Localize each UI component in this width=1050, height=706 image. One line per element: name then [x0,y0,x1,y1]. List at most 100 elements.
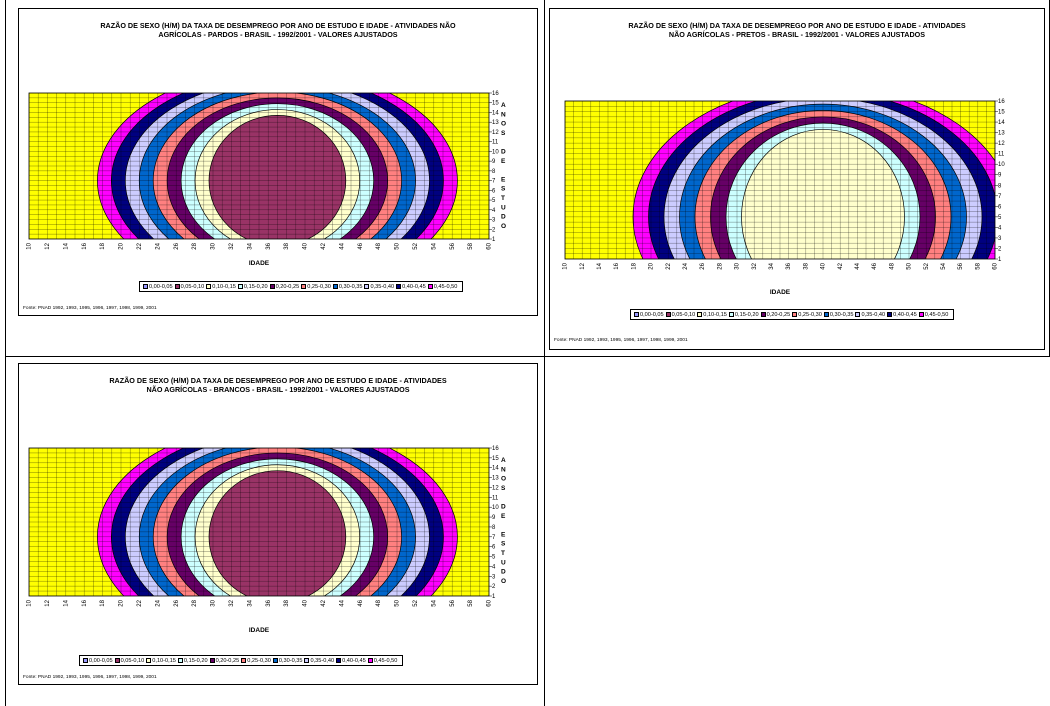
legend-swatch [665,312,671,317]
legend-label: 0,40-0,45 [402,283,426,290]
legend-item: 0,40-0,45 [887,312,917,318]
y-tick-label: 9 [998,173,1002,179]
legend-swatch [146,658,152,663]
legend-label: 0,40-0,45 [893,311,917,318]
x-tick-label: 46 [872,262,878,269]
x-tick-label: 48 [376,599,382,606]
legend-label: 0,15-0,20 [243,283,268,290]
y-tick-label: 1 [492,237,496,243]
x-tick-label: 56 [450,242,456,249]
x-tick-label: 20 [119,242,125,249]
legend-item: 0,30-0,35 [823,312,853,318]
legend-swatch [364,284,370,289]
y-tick-label: 12 [492,130,499,136]
x-tick-label: 46 [358,599,364,606]
x-tick-label: 24 [155,599,161,606]
y-tick-label: 4 [998,225,1002,231]
y-axis-label-letter: S [501,130,506,137]
x-tick-label: 36 [266,242,272,249]
legend-label: 0,05-0,10 [120,657,145,664]
x-tick-label: 24 [155,242,161,249]
y-tick-label: 3 [492,218,496,224]
y-tick-label: 6 [492,545,496,551]
x-tick-label: 58 [468,242,474,249]
y-tick-label: 13 [998,131,1005,137]
x-tick-label: 22 [137,599,143,606]
legend-label: 0,05-0,10 [180,283,205,290]
x-tick-label: 14 [63,242,69,249]
y-tick-label: 10 [492,505,499,511]
legend-label: 0,35-0,40 [861,311,886,318]
y-tick-label: 5 [998,215,1002,221]
y-tick-label: 16 [492,91,499,97]
y-tick-label: 7 [492,179,496,185]
y-axis-label-letter: S [501,485,506,492]
chart-legend: 0,00-0,05 0,05-0,10 0,10-0,15 0,15-0,20 0,20… [79,655,404,666]
legend-swatch [823,312,829,317]
legend-item: 0,10-0,15 [697,312,727,318]
x-tick-label: 32 [752,262,758,269]
legend-swatch [728,312,734,317]
source-note: Fonte: PNAD 1992, 1993, 1995, 1996, 1997… [23,675,157,680]
legend-item: 0,25-0,30 [241,658,271,664]
x-tick-label: 22 [666,262,672,269]
x-tick-label: 58 [468,599,474,606]
x-tick-label: 46 [358,242,364,249]
legend-swatch [177,658,183,663]
x-tick-label: 18 [631,262,637,269]
y-axis-label-letter: O [501,476,506,483]
legend-label: 0,30-0,35 [338,283,363,290]
x-tick-label: 16 [614,262,620,269]
chart-title: RAZÃO DE SEXO (H/M) DA TAXA DE DESEMPREG… [109,376,447,394]
legend-item: 0,10-0,15 [206,284,236,290]
x-tick-label: 56 [958,262,964,269]
legend-swatch [114,658,120,663]
y-tick-label: 5 [492,198,496,204]
y-tick-label: 1 [998,257,1002,263]
y-axis-label-letter: D [501,569,506,576]
x-tick-label: 10 [27,242,33,249]
legend-label: 0,25-0,30 [798,311,822,318]
legend-label: 0,45-0,50 [433,283,458,290]
x-tick-label: 30 [735,262,741,269]
x-tick-label: 44 [339,242,345,249]
y-tick-label: 2 [492,584,496,590]
legend-swatch [237,284,243,289]
legend-swatch [634,312,639,317]
y-tick-label: 16 [998,99,1005,105]
x-tick-label: 26 [174,599,180,606]
y-axis-label-letter: A [501,102,506,109]
legend-item: 0,05-0,10 [174,283,205,290]
legend-label: 0,35-0,40 [370,283,395,290]
y-axis-label-letter: E [501,531,506,538]
legend-label: 0,20-0,25 [766,311,791,318]
x-tick-label: 26 [174,242,180,249]
x-tick-label: 40 [303,599,309,606]
x-tick-label: 24 [683,262,689,269]
x-tick-label: 32 [229,599,235,606]
legend-item: 0,00-0,05 [634,312,664,318]
x-tick-label: 14 [597,262,603,269]
y-tick-label: 6 [998,204,1002,210]
y-axis-label-letter: N [501,111,506,118]
y-axis-label-letter: D [501,149,506,156]
legend-swatch [792,312,798,317]
heatmap-chart: 10 12 14 16 18 20 22 24 26 28 30 32 34 36 38 40 42 44 46 48… [27,91,506,267]
y-tick-label: 3 [492,574,496,580]
y-tick-label: 8 [998,183,1002,189]
x-tick-label: 10 [563,262,569,269]
x-tick-label: 44 [339,599,345,606]
plot-frame [28,447,490,597]
y-axis-label-letter: E [501,176,506,183]
x-tick-label: 22 [137,242,143,249]
legend-label: 0,15-0,20 [734,311,759,318]
y-axis-label-letter: D [501,214,506,221]
chart-title: RAZÃO DE SEXO (H/M) DA TAXA DE DESEMPREG… [100,21,456,39]
legend-swatch [336,658,342,663]
x-tick-label: 52 [413,242,419,249]
legend-item: 0,30-0,35 [272,658,302,664]
y-axis-label-letter: T [501,195,505,202]
y-tick-label: 14 [492,110,499,116]
y-tick-label: 14 [492,466,499,472]
x-tick-label: 42 [838,262,844,269]
